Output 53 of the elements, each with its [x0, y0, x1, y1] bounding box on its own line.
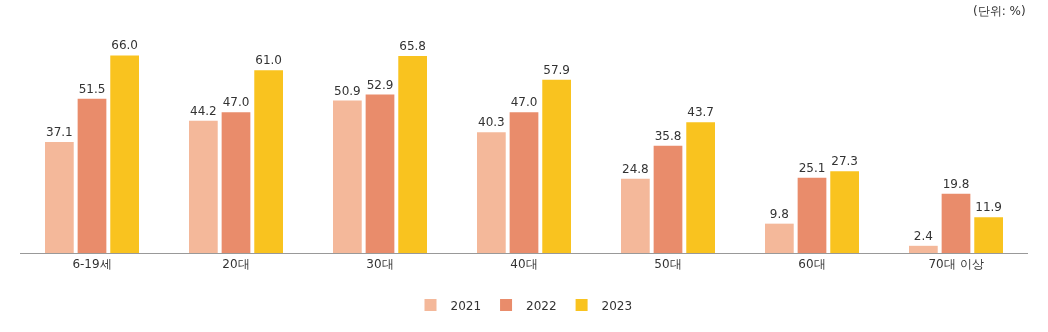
data-label: 66.0	[111, 38, 138, 53]
data-label: 52.9	[366, 77, 394, 92]
bar	[189, 120, 218, 253]
data-label: 47.0	[510, 95, 538, 110]
legend-label: 2023	[601, 298, 633, 313]
data-label: 51.5	[78, 81, 106, 96]
data-label: 24.8	[622, 161, 649, 176]
bar	[365, 94, 395, 253]
legend-label: 2022	[526, 298, 557, 313]
bar	[254, 70, 283, 253]
bar	[974, 217, 1003, 253]
data-label: 40.3	[478, 115, 505, 130]
bar	[765, 223, 794, 253]
text: (단위: %)	[973, 4, 1026, 18]
data-label: 11.9	[975, 200, 1002, 215]
data-label: 57.9	[543, 62, 570, 77]
x-tick-label: 60대	[798, 257, 826, 272]
legend-label: 2021	[450, 298, 482, 313]
data-label: 47.0	[222, 95, 250, 110]
data-label: 37.1	[46, 124, 73, 139]
bar	[909, 245, 938, 253]
bar	[398, 56, 427, 253]
data-label: 25.1	[798, 160, 826, 175]
data-label: 2.4	[913, 228, 933, 243]
bar	[542, 79, 571, 253]
bar	[621, 178, 650, 253]
x-tick-label: 6-19세	[72, 257, 112, 272]
x-tick-label: 50대	[654, 257, 682, 272]
bar	[830, 171, 859, 253]
bar	[941, 193, 971, 253]
data-label: 44.2	[190, 103, 217, 118]
x-tick-label: 20대	[222, 257, 250, 272]
x-tick-label: 30대	[366, 257, 394, 272]
data-label: 35.8	[654, 128, 682, 143]
data-label: 9.8	[769, 206, 789, 221]
bar	[477, 132, 506, 253]
bar	[509, 112, 539, 253]
bar	[221, 112, 251, 253]
bar	[653, 145, 683, 253]
x-tick-label: 40대	[510, 257, 538, 272]
bar	[797, 177, 827, 253]
bar	[77, 98, 107, 253]
data-label: 19.8	[942, 176, 970, 191]
data-label: 65.8	[399, 39, 426, 53]
bar	[686, 122, 715, 253]
bar	[333, 100, 362, 253]
bar	[110, 55, 139, 253]
data-label: 61.0	[255, 53, 282, 68]
bar	[45, 141, 74, 253]
data-label: 27.3	[831, 154, 858, 169]
x-tick-label: 70대 이상	[928, 257, 984, 272]
data-label: 50.9	[334, 83, 361, 98]
data-label: 43.7	[687, 105, 714, 120]
